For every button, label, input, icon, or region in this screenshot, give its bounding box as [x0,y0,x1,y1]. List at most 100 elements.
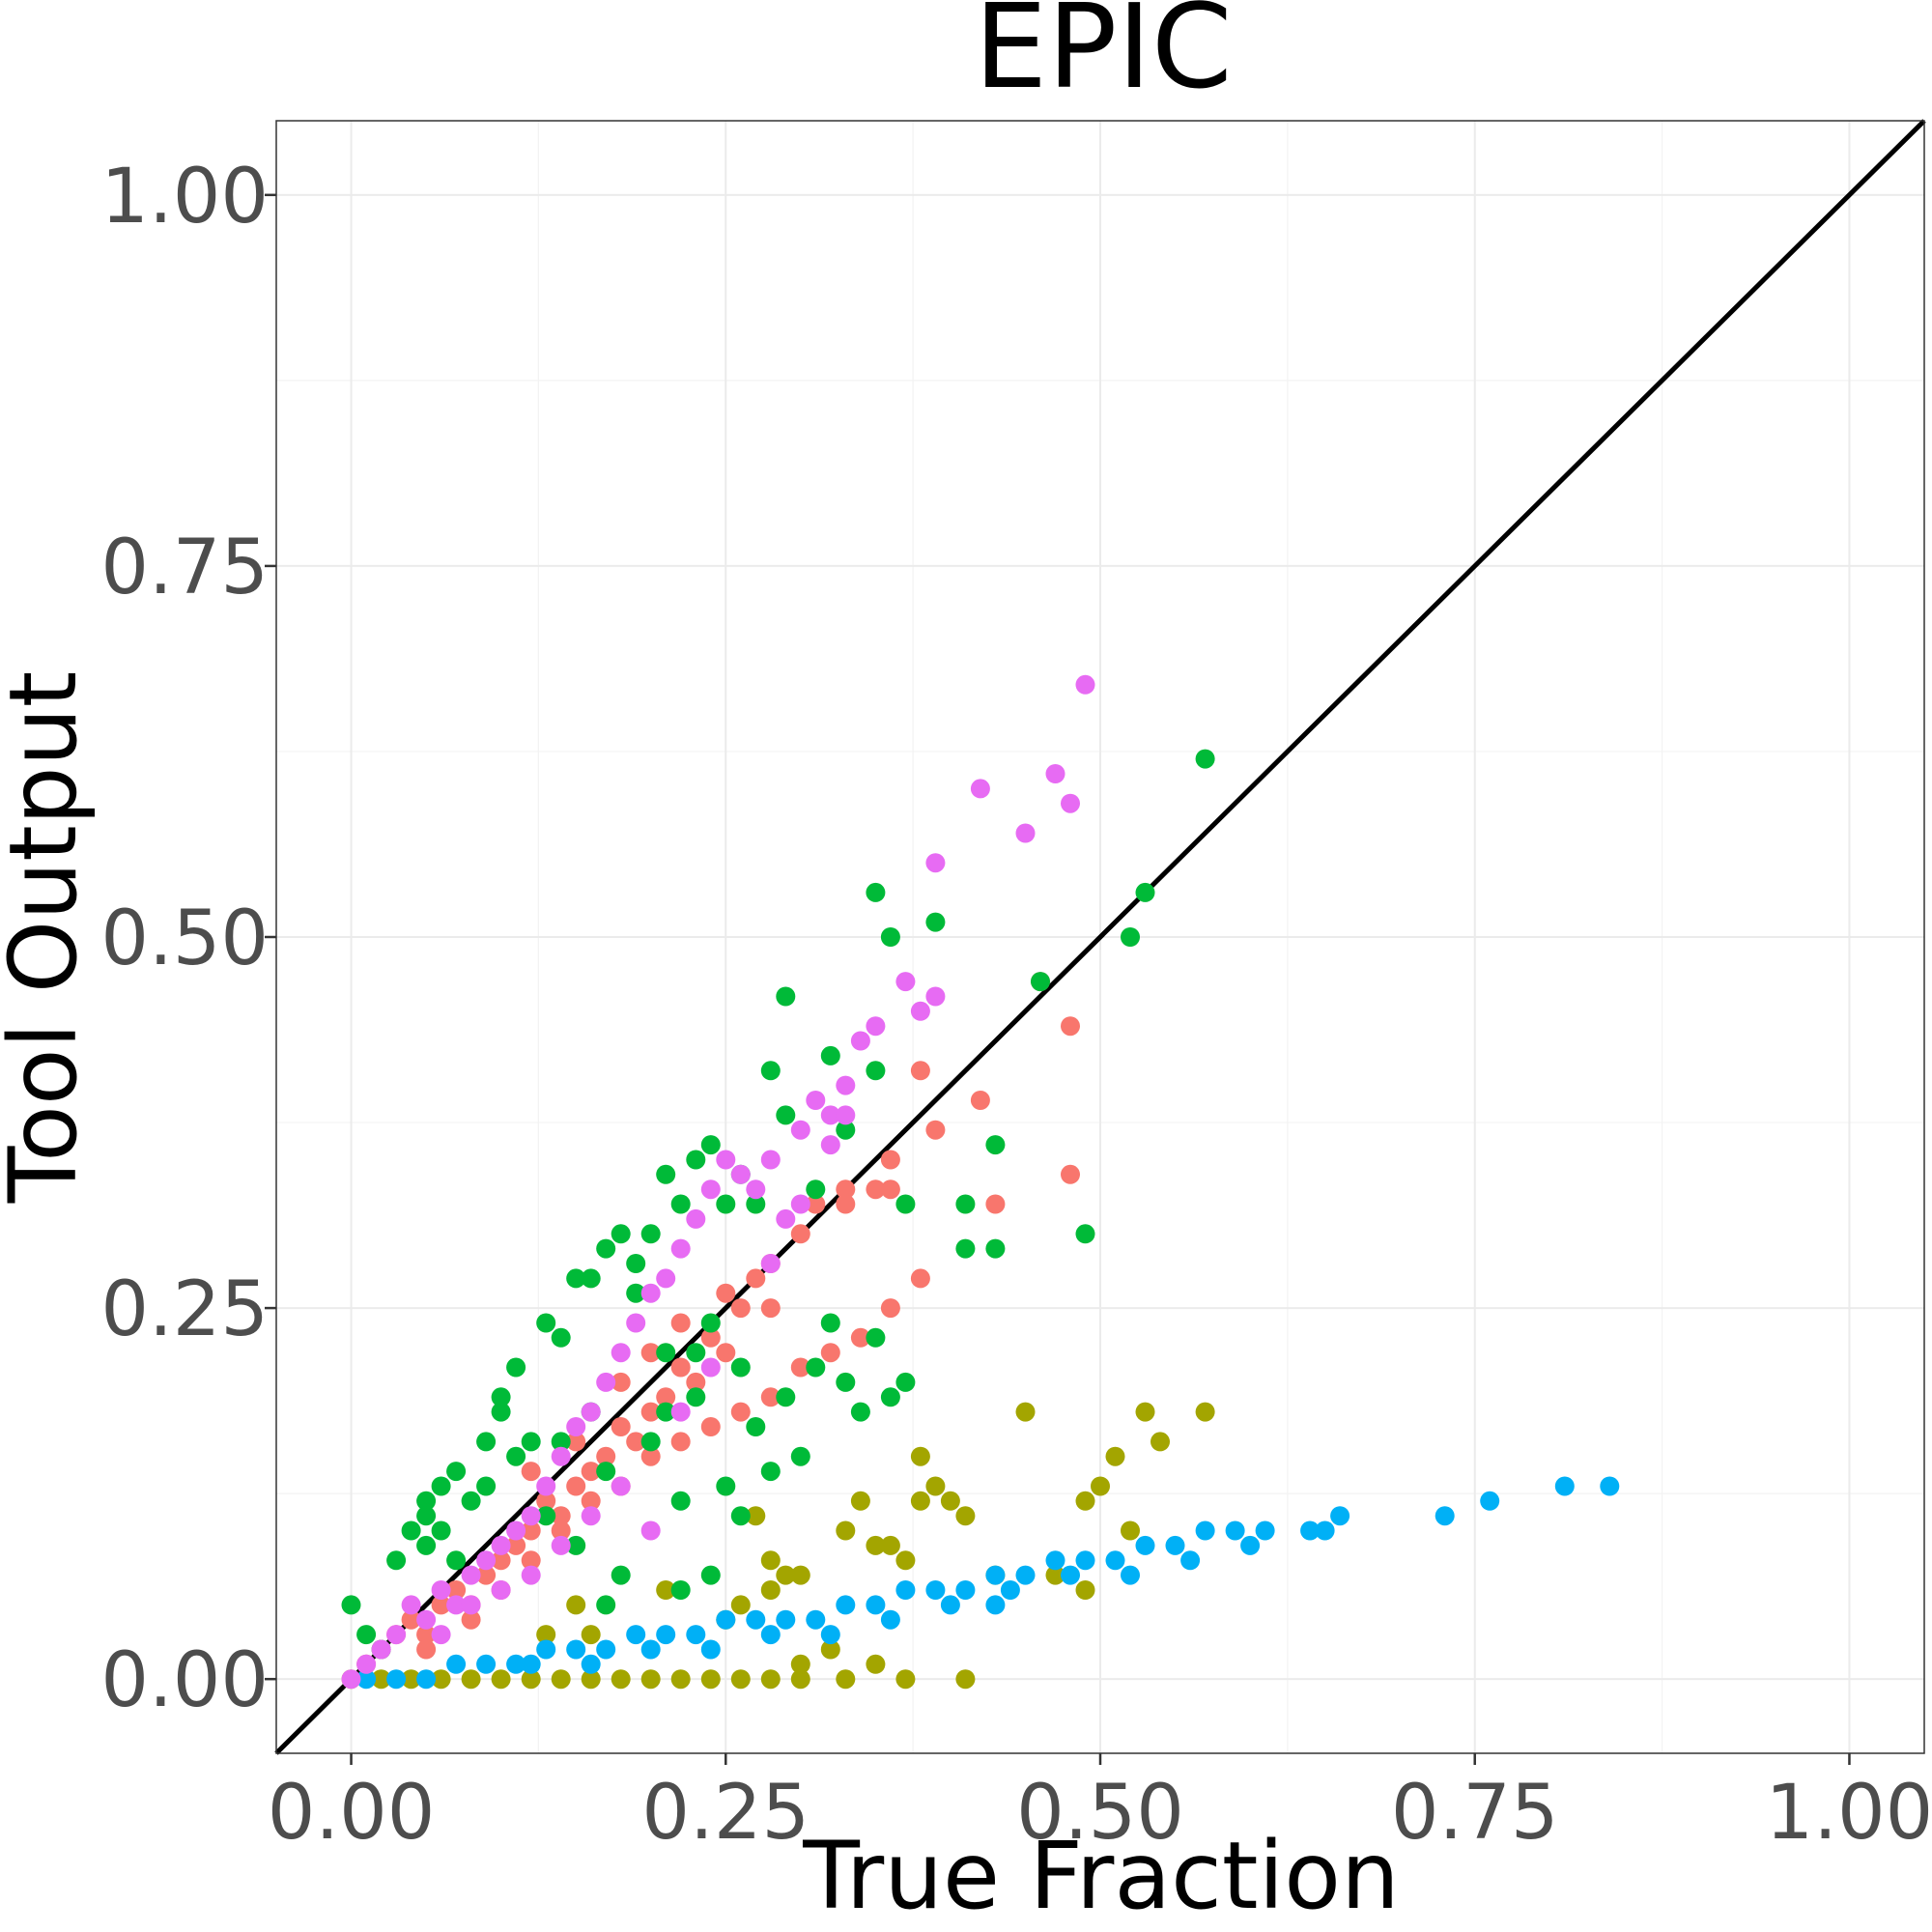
y-axis-label: Tool Output [0,671,98,1204]
data-point [1225,1520,1245,1541]
data-point [386,1550,407,1571]
data-point [566,1268,586,1289]
data-point [1061,1016,1080,1037]
data-point [596,1639,616,1660]
data-point [611,1224,631,1244]
data-point [985,1238,1006,1259]
data-point [866,1327,886,1348]
data-point [1061,1565,1080,1585]
data-point [640,1669,661,1690]
data-point [850,1031,870,1051]
data-point [700,1313,721,1333]
data-point [746,1417,766,1436]
data-point [581,1669,601,1690]
data-point [401,1520,421,1541]
data-point [1554,1476,1575,1496]
data-point [1061,793,1080,813]
data-point [611,1669,631,1690]
data-point [746,1194,766,1214]
data-point [836,1120,856,1140]
data-point [491,1669,511,1690]
data-point [1105,1550,1125,1571]
data-point [776,1387,796,1407]
data-point [806,1609,826,1630]
data-point [506,1654,526,1674]
axis-ticks [265,193,1851,1765]
data-point [461,1609,481,1630]
data-point [910,1061,930,1081]
series-3 [341,749,1215,1660]
data-point [626,1283,646,1303]
data-point [566,1432,586,1452]
data-point [491,1580,511,1600]
data-point [730,1298,751,1319]
data-point [820,1045,840,1065]
data-point [790,1565,810,1585]
data-point [1135,1535,1155,1555]
data-point [820,1343,840,1363]
data-point [790,1357,810,1378]
y-tick-label: 0.00 [100,1637,269,1724]
data-point [640,1432,661,1452]
data-point [880,1298,900,1319]
data-point [626,1432,646,1452]
data-point [386,1669,407,1690]
data-point [566,1476,586,1496]
data-point [700,1417,721,1436]
data-point [461,1595,481,1615]
data-point [670,1432,691,1452]
data-point [670,1669,691,1690]
data-point [836,1075,856,1095]
data-point [566,1639,586,1660]
y-tick-label: 0.75 [100,525,269,611]
data-point [910,1001,930,1021]
data-point [581,1462,601,1482]
data-point [1075,674,1095,695]
data-point [716,1194,736,1214]
data-point [820,1313,840,1333]
data-point [416,1639,437,1660]
x-tick-label: 0.25 [641,1770,810,1857]
data-point [551,1669,571,1690]
data-point [790,1669,810,1690]
data-point [716,1150,736,1170]
data-point [581,1654,601,1674]
data-point [446,1462,467,1482]
data-point [521,1520,541,1541]
data-point [341,1595,361,1615]
data-point [416,1625,437,1645]
data-point [640,1283,661,1303]
x-tick-label: 1.00 [1766,1770,1932,1857]
data-point [656,1268,676,1289]
data-point [895,972,916,992]
data-point [955,1238,976,1259]
data-point [686,1387,706,1407]
data-point [461,1669,481,1690]
data-point [461,1491,481,1511]
data-point [416,1491,437,1511]
data-point [626,1313,646,1333]
scatter-points [341,674,1620,1690]
data-point [1135,1402,1155,1422]
data-point [985,1565,1006,1585]
data-point [506,1446,526,1466]
data-point [1075,1491,1095,1511]
data-point [506,1520,526,1541]
data-point [521,1565,541,1585]
data-point [700,1669,721,1690]
data-point [536,1313,556,1333]
data-point [1075,1224,1095,1244]
data-point [1165,1535,1185,1555]
data-point [895,1669,916,1690]
data-point [491,1402,511,1422]
data-point [836,1194,856,1214]
data-point [640,1639,661,1660]
data-point [806,1091,826,1110]
data-point [746,1609,766,1630]
data-point [431,1595,451,1615]
data-point [446,1595,467,1615]
data-point [880,1609,900,1630]
data-point [806,1179,826,1200]
y-tick-label: 0.25 [100,1266,269,1353]
